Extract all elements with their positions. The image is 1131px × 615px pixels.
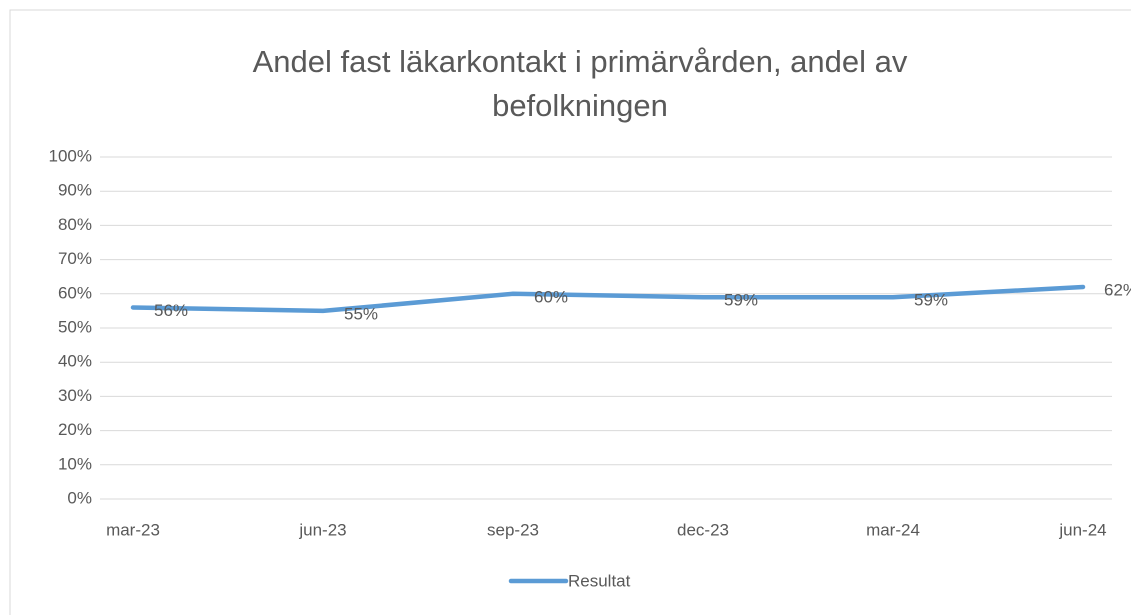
data-label: 55%: [344, 304, 378, 323]
y-tick-label: 20%: [58, 420, 92, 439]
data-label: 62%: [1104, 280, 1131, 299]
data-label: 60%: [534, 287, 568, 306]
y-tick-label: 0%: [67, 488, 92, 507]
x-tick-label: jun-23: [298, 520, 346, 539]
y-tick-label: 10%: [58, 454, 92, 473]
x-tick-label: jun-24: [1058, 520, 1106, 539]
data-label: 59%: [724, 291, 758, 310]
y-tick-label: 60%: [58, 283, 92, 302]
y-tick-label: 30%: [58, 386, 92, 405]
legend-label: Resultat: [568, 571, 631, 590]
chart-border: [9, 9, 1131, 615]
y-tick-label: 80%: [58, 215, 92, 234]
y-tick-label: 50%: [58, 317, 92, 336]
data-label: 56%: [154, 301, 188, 320]
x-tick-label: sep-23: [487, 520, 539, 539]
data-label: 59%: [914, 291, 948, 310]
y-tick-label: 90%: [58, 181, 92, 200]
line-series: [130, 284, 1086, 314]
y-tick-label: 70%: [58, 249, 92, 268]
y-tick-label: 40%: [58, 352, 92, 371]
x-tick-label: mar-23: [106, 520, 160, 539]
chart-title: Andel fast läkarkontakt i primärvården, …: [252, 44, 908, 123]
x-tick-label: mar-24: [866, 520, 920, 539]
y-tick-label: 100%: [49, 146, 92, 165]
x-tick-label: dec-23: [677, 520, 729, 539]
